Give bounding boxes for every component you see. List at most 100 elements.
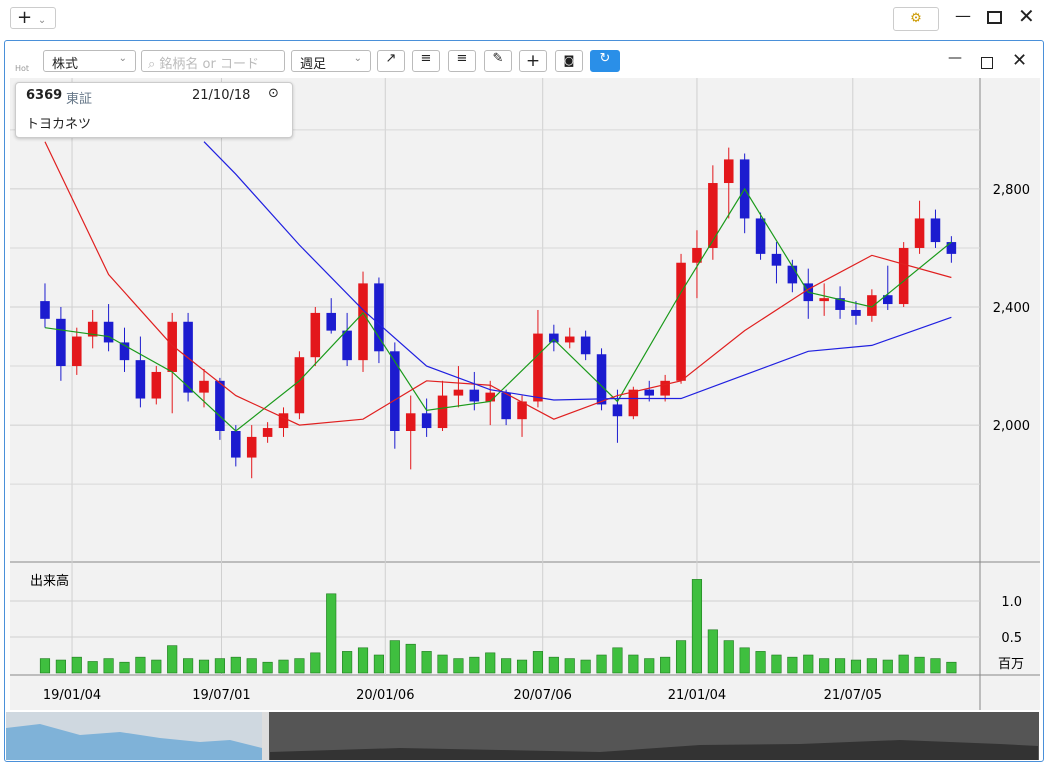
trend-tool[interactable]: ↗ [377,50,405,72]
x-tick-label: 19/07/01 [192,688,250,703]
maximize[interactable] [987,11,1002,24]
candle-body [40,301,50,319]
volume-bar [342,651,353,674]
candle-body [119,342,130,361]
market: 株式 [52,57,79,72]
panel-restore[interactable] [981,57,993,69]
candle-body [469,389,480,402]
candle-body [612,404,623,417]
exchange: 東証 [66,92,93,107]
volume-bar [278,659,289,674]
volume-bar [103,658,114,674]
volume-bar [707,629,718,674]
draw-tool[interactable]: ✎ [484,50,512,72]
period: 週足 [300,57,327,72]
candle-body [660,380,670,396]
volume-bar [167,645,178,674]
volume-bar [183,658,194,674]
volume-bar [421,651,432,674]
candle-body [787,265,798,284]
search-box[interactable]: ⌕ 銘柄名 or コード [141,50,285,72]
add-button[interactable]: + ⌄ [10,7,56,29]
volume-bar [71,656,82,674]
candle-body [215,380,225,431]
volume-tick-label: 0.5 [1001,631,1022,646]
candle-body [56,318,66,367]
volume-bar [485,652,496,674]
volume-bar [469,656,480,674]
candle-body [946,242,957,254]
volume-tick-label: 1.0 [1001,595,1022,610]
candle-body [549,333,559,343]
x-tick-label: 20/07/06 [514,688,572,703]
volume-bar [453,658,464,674]
volume-bar [755,651,766,674]
x-tick-label: 20/01/06 [356,688,414,703]
volume-bar [946,661,957,674]
panel-close[interactable]: ✕ [1012,50,1028,71]
candle-body [437,395,448,429]
volume-bar [866,658,877,674]
volume-bar [501,658,512,674]
volume-bar [564,658,575,674]
minimize[interactable]: — [955,6,971,25]
plot-bg [10,78,1040,710]
volume-bar [675,640,687,674]
volume-bar [548,656,559,674]
candle-body [421,413,432,429]
candle-body [580,336,591,355]
candle-body [676,262,686,381]
candle-body [72,336,82,367]
settings-button[interactable]: ⚙ [893,7,939,31]
candle-body [310,312,321,358]
camera-tool[interactable]: ◙ [555,50,583,72]
candle-body [867,295,877,316]
volume-title: 出来高 [30,573,69,589]
candle-body [771,253,782,266]
align-left-tool[interactable]: ≡ [412,50,440,72]
volume-bar [723,640,734,674]
x-tick-label: 19/01/04 [43,688,101,703]
refresh-button[interactable]: ↻ [590,50,620,72]
candle-body [374,283,384,352]
candle-body [644,389,655,396]
volume-bar [691,579,703,674]
volume-bar [246,658,257,674]
volume-bar [135,656,146,674]
volume-bar [612,647,623,674]
volume-bar [834,658,846,674]
close[interactable]: ✕ [1018,4,1035,28]
volume-bar [803,654,814,674]
volume-bar [516,659,528,674]
volume-bar [198,659,210,674]
hot-label: Hot [15,64,30,73]
y-tick-label: 2,400 [993,301,1030,316]
candle-body [692,247,702,263]
candle-body [342,330,352,361]
candle-body [835,298,845,310]
volume-bar [930,658,941,674]
x-tick-label: 21/07/05 [824,688,882,703]
crosshair-tool[interactable]: + [519,50,547,72]
info-box: 6369 東証 21/10/18 ⊙ トヨカネツ [15,82,293,138]
search-placeholder: 銘柄名 or コード [159,57,259,72]
volume-bar [914,656,925,674]
candle-body [501,392,511,420]
code: 6369 [26,88,63,103]
candle-body [358,283,368,361]
volume-bar [310,652,321,674]
candle-body [517,401,527,420]
align-right-tool[interactable]: ≡ [448,50,476,72]
date: 21/10/18 [192,88,251,103]
panel-minimize[interactable]: — [948,50,962,66]
volume-bar [214,658,225,674]
candle-body [231,430,241,458]
volume-bar [262,661,273,674]
x-tick-label: 21/01/04 [668,688,726,703]
candle-body [564,336,575,343]
period-select[interactable]: 週足 ⌄ [291,50,371,72]
volume-bar [882,659,893,674]
market-select[interactable]: 株式 ⌄ [43,50,136,72]
info-toggle[interactable]: ⊙ [268,86,279,101]
